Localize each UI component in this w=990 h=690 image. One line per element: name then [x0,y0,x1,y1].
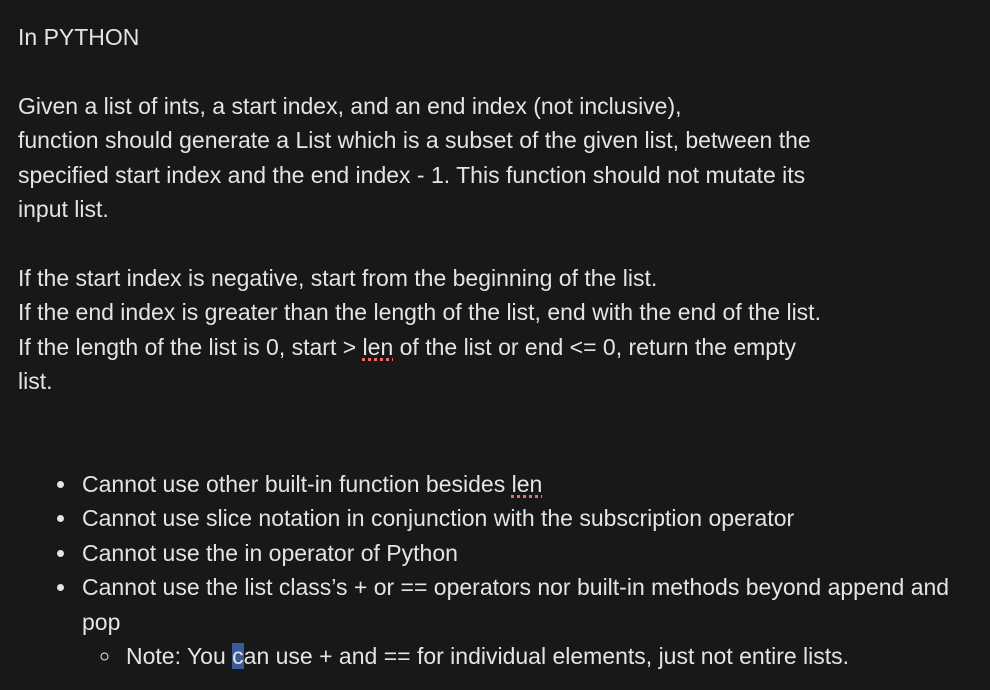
text-run: Cannot use other built-in function besid… [82,471,512,497]
text-run: Cannot use the list class’s + or == oper… [82,574,949,635]
blank-line [18,227,972,261]
bullet-list: Cannot use other built-in function besid… [18,467,972,674]
bullet-item-4: Cannot use the list class’s + or == oper… [78,570,972,674]
paragraph-2-line-2: If the end index is greater than the len… [18,295,972,330]
paragraph-1-line-4: input list. [18,192,972,227]
paragraph-2-line-1: If the start index is negative, start fr… [18,261,972,296]
text-run: of the list or end <= 0, return the empt… [393,334,796,360]
nested-bullet-note: Note: You can use + and == for individua… [122,639,972,674]
paragraph-2-line-3: If the length of the list is 0, start > … [18,330,972,365]
paragraph-1-line-1: Given a list of ints, a start index, and… [18,89,972,124]
bullet-item-2: Cannot use slice notation in conjunction… [78,501,972,536]
nested-bullet-list: Note: You can use + and == for individua… [82,639,972,674]
title-line: In PYTHON [18,20,972,55]
document-body: In PYTHON Given a list of ints, a start … [18,20,972,674]
paragraph-2-line-4: list. [18,364,972,399]
blank-line [18,399,972,467]
text-run: an use + and == for individual elements,… [244,643,849,669]
blank-line [18,55,972,89]
paragraph-1-line-2: function should generate a List which is… [18,123,972,158]
paragraph-1-line-3: specified start index and the end index … [18,158,972,193]
bullet-item-3: Cannot use the in operator of Python [78,536,972,571]
spellcheck-word-len: len [363,334,394,360]
text-run: If the length of the list is 0, start > [18,334,363,360]
bullet-item-1: Cannot use other built-in function besid… [78,467,972,502]
text-selection: c [232,643,244,669]
text-run: Note: You [126,643,232,669]
spellcheck-word-len: len [512,471,543,497]
